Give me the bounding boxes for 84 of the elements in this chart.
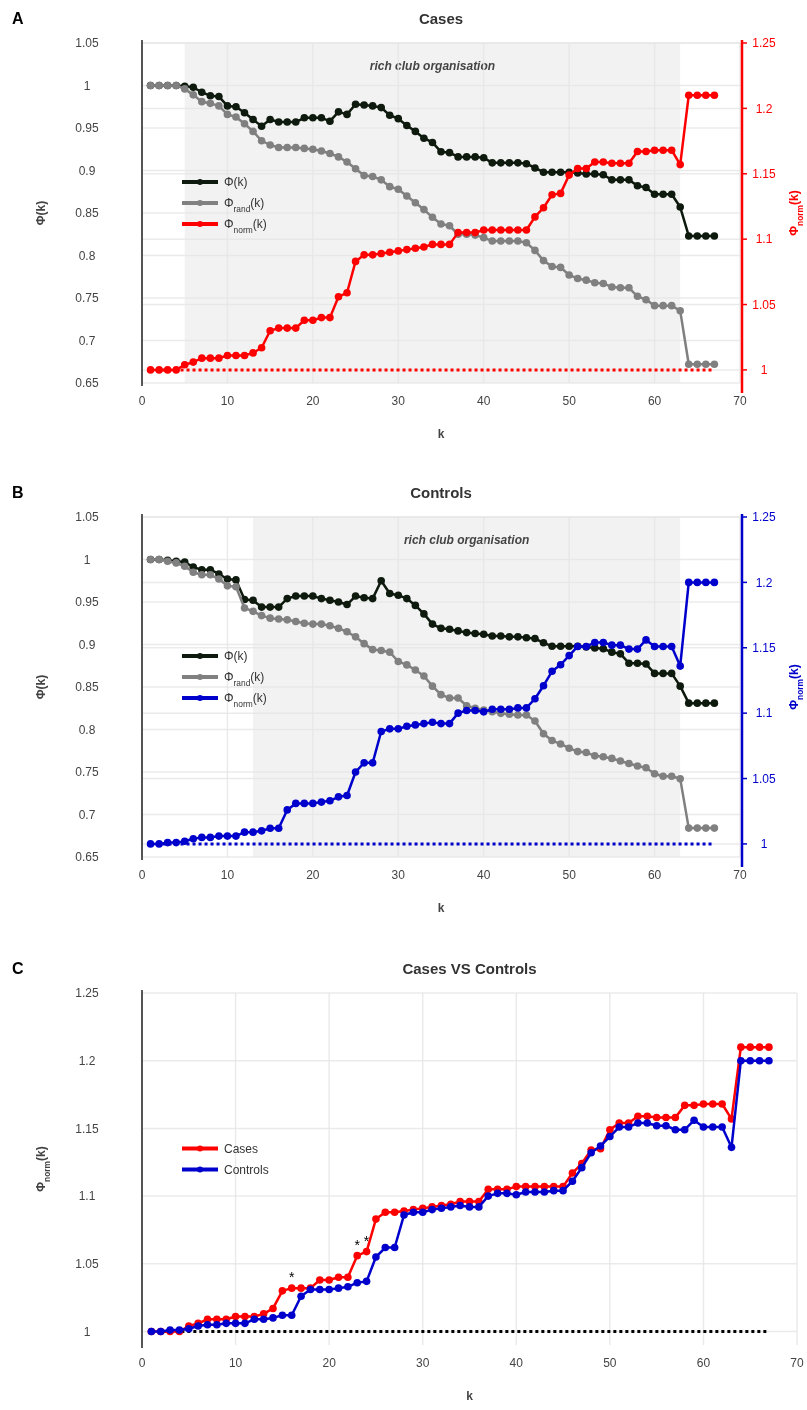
- x-tick-label: 0: [138, 868, 146, 882]
- annotation: *: [288, 1269, 295, 1286]
- y-tick-label: 0.9: [78, 163, 96, 178]
- x-tick-label: 40: [477, 868, 491, 882]
- x-tick-label: 50: [562, 868, 577, 882]
- annotation: *: [354, 1236, 361, 1253]
- y-tick-label: 1.05: [75, 510, 99, 525]
- y-tick-label: 1.15: [75, 1121, 99, 1136]
- x-tick-label: 70: [733, 868, 747, 882]
- y-tick-label: 0.9: [78, 637, 96, 652]
- y2-tick-label: 1.1: [755, 706, 773, 721]
- x-tick-label: 40: [477, 394, 491, 408]
- legend-label: Φ$_{norm}$(k): [224, 217, 267, 236]
- y-tick-label: 0.75: [75, 291, 99, 306]
- legend-label: Φ$_{rand}$(k): [224, 196, 265, 215]
- x-tick-label: 20: [322, 1356, 337, 1370]
- y-tick-label: 0.65: [75, 376, 99, 391]
- x-tick-label: 30: [391, 868, 406, 882]
- y-tick-label: 1.1: [78, 1189, 96, 1204]
- y2-tick-label: 1.15: [752, 166, 776, 181]
- x-tick-label: 40: [509, 1356, 524, 1370]
- y2-tick-label: 1: [760, 363, 768, 378]
- text: B: [12, 484, 24, 501]
- y2-tick-label: 1.25: [752, 36, 776, 51]
- y-tick-label: 1: [83, 1324, 91, 1339]
- legend-label: Φ$_{rand}$(k): [224, 670, 265, 689]
- x-tick-label: 0: [138, 1356, 146, 1370]
- y-tick-label: 0.8: [78, 722, 96, 737]
- y-tick-label: 0.85: [75, 680, 99, 695]
- y2-tick-label: 1.25: [752, 510, 776, 525]
- x-tick-label: 60: [647, 868, 662, 882]
- x-tick-label: 70: [733, 394, 747, 408]
- y-tick-label: 1: [83, 78, 91, 93]
- x-tick-label: 20: [306, 868, 320, 882]
- y-tick-label: 0.7: [78, 333, 96, 348]
- y-tick-label: 0.65: [75, 850, 99, 865]
- y-tick-label: 0.7: [78, 807, 96, 822]
- x-tick-label: 50: [562, 394, 577, 408]
- y-tick-label: 1.05: [75, 1256, 99, 1271]
- y2-tick-label: 1.2: [755, 575, 773, 590]
- legend-label: Φ$_{norm}$(k): [224, 691, 267, 710]
- x-tick-label: 30: [391, 394, 406, 408]
- band-label: rich club organisation: [369, 59, 496, 73]
- y2-tick-label: 1.1: [755, 232, 773, 247]
- band-label: rich club organisation: [403, 533, 530, 547]
- x-axis-title: k: [437, 901, 445, 915]
- legend-label: Controls: [224, 1162, 269, 1177]
- y-tick-label: 1.2: [78, 1053, 96, 1068]
- y-tick-label: 1: [83, 552, 91, 567]
- y-tick-label: 1.05: [75, 36, 99, 51]
- y2-tick-label: 1.05: [752, 297, 776, 312]
- x-axis-title: k: [466, 1389, 474, 1403]
- x-tick-label: 10: [228, 1356, 243, 1370]
- x-tick-label: 20: [306, 394, 320, 408]
- y2-tick-label: 1.05: [752, 771, 776, 786]
- y-axis-title: Φ(k): [34, 200, 48, 226]
- x-tick-label: 10: [220, 868, 235, 882]
- legend-label: Φ(k): [224, 175, 248, 190]
- x-axis-title: k: [437, 427, 445, 441]
- y-tick-label: 0.8: [78, 248, 96, 263]
- legend-label: Φ(k): [224, 649, 248, 664]
- x-tick-label: 30: [416, 1356, 430, 1370]
- x-tick-label: 60: [647, 394, 662, 408]
- y2-tick-label: 1.2: [755, 101, 773, 116]
- y-tick-label: 0.95: [75, 121, 99, 136]
- y-tick-label: 0.75: [75, 765, 99, 780]
- chart-title: Cases: [418, 10, 464, 27]
- annotation: *: [363, 1232, 370, 1249]
- x-tick-label: 10: [220, 394, 235, 408]
- x-tick-label: 0: [138, 394, 146, 408]
- x-tick-label: 50: [603, 1356, 617, 1370]
- y2-tick-label: 1: [760, 837, 768, 852]
- legend-label: Cases: [224, 1141, 259, 1156]
- text: C: [12, 960, 24, 977]
- y2-tick-label: 1.15: [752, 640, 776, 655]
- chart-title: Cases VS Controls: [402, 960, 537, 977]
- y-tick-label: 0.85: [75, 206, 99, 221]
- y-tick-label: 0.95: [75, 595, 99, 610]
- x-tick-label: 60: [696, 1356, 711, 1370]
- text: A: [12, 10, 24, 27]
- y-tick-label: 1.25: [75, 986, 99, 1001]
- y-axis-title: Φ(k): [34, 674, 48, 700]
- chart-title: Controls: [410, 484, 472, 501]
- x-tick-label: 70: [790, 1356, 804, 1370]
